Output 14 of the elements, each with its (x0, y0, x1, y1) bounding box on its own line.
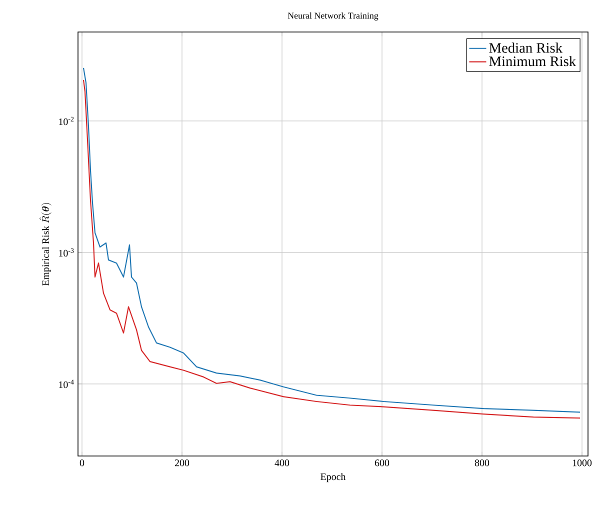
x-axis-title: Epoch (320, 473, 346, 482)
x-tick-label: 0 (80, 460, 84, 466)
y-axis-title: $\text{Empirical Risk }\hat{R}(\boldsymbol{\theta})$ (39, 203, 52, 286)
x-tick-label: 400 (274, 460, 290, 466)
y-tick-label: 10$^{-4}$ (59, 380, 74, 388)
legend-label: Minimum Risk (489, 56, 576, 66)
chart-title: Neural Network Training (288, 12, 378, 21)
legend-label: Median Risk (489, 42, 563, 53)
x-tick-label: 1000 (572, 460, 592, 466)
x-tick-label: 200 (174, 460, 190, 466)
y-tick-label: 10$^{-3}$ (59, 248, 74, 257)
x-tick-label: 800 (474, 460, 490, 466)
x-tick-label: 600 (374, 460, 390, 466)
y-tick-label: 10$^{-2}$ (59, 116, 74, 126)
